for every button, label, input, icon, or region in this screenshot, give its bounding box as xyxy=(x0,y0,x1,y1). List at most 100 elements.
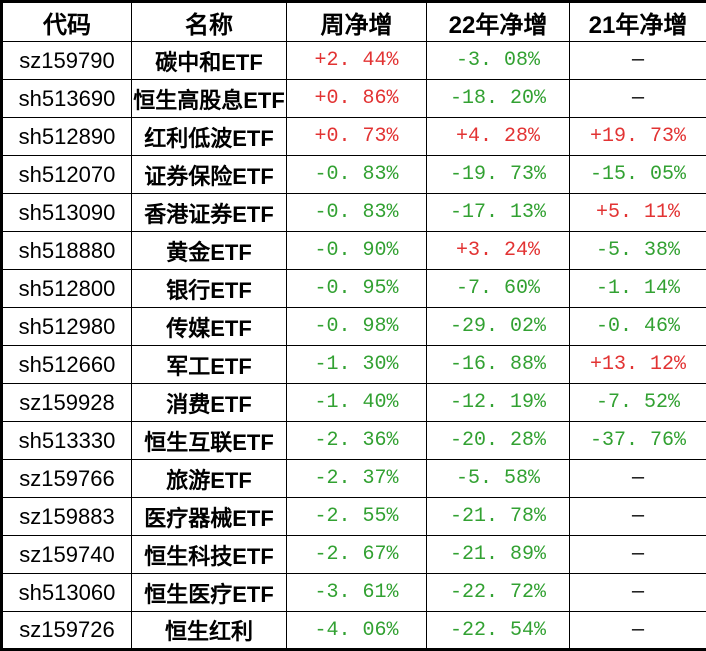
week-change-cell: -0. 90% xyxy=(287,232,427,270)
name-cell: 旅游ETF xyxy=(132,460,287,498)
2022-change-cell: -18. 20% xyxy=(427,80,570,118)
week-change-cell: -0. 95% xyxy=(287,270,427,308)
table-row: sh513330 恒生互联ETF -2. 36% -20. 28% -37. 7… xyxy=(2,422,706,460)
week-change-cell: -0. 83% xyxy=(287,156,427,194)
2021-change-cell: — xyxy=(570,574,706,612)
table-row: sh512890 红利低波ETF +0. 73% +4. 28% +19. 73… xyxy=(2,118,706,156)
2021-change-cell: — xyxy=(570,460,706,498)
name-cell: 黄金ETF xyxy=(132,232,287,270)
2021-change-cell: — xyxy=(570,536,706,574)
2022-change-cell: -21. 78% xyxy=(427,498,570,536)
2022-change-cell: -7. 60% xyxy=(427,270,570,308)
2022-change-cell: +4. 28% xyxy=(427,118,570,156)
2021-change-cell: — xyxy=(570,42,706,80)
table-row: sh512800 银行ETF -0. 95% -7. 60% -1. 14% xyxy=(2,270,706,308)
2022-change-cell: -5. 58% xyxy=(427,460,570,498)
2022-change-cell: -29. 02% xyxy=(427,308,570,346)
header-cell-code: 代码 xyxy=(2,2,132,42)
header-cell-2022-change: 22年净增 xyxy=(427,2,570,42)
2022-change-cell: -19. 73% xyxy=(427,156,570,194)
table-row: sh513090 香港证券ETF -0. 83% -17. 13% +5. 11… xyxy=(2,194,706,232)
name-cell: 恒生高股息ETF xyxy=(132,80,287,118)
table-row: sh518880 黄金ETF -0. 90% +3. 24% -5. 38% xyxy=(2,232,706,270)
2021-change-cell: -1. 14% xyxy=(570,270,706,308)
2022-change-cell: -22. 54% xyxy=(427,612,570,650)
table-row: sh512070 证券保险ETF -0. 83% -19. 73% -15. 0… xyxy=(2,156,706,194)
2022-change-cell: -21. 89% xyxy=(427,536,570,574)
week-change-cell: +2. 44% xyxy=(287,42,427,80)
name-cell: 消费ETF xyxy=(132,384,287,422)
name-cell: 恒生科技ETF xyxy=(132,536,287,574)
2021-change-cell: -7. 52% xyxy=(570,384,706,422)
header-cell-week-change: 周净增 xyxy=(287,2,427,42)
table-row: sz159790 碳中和ETF +2. 44% -3. 08% — xyxy=(2,42,706,80)
table-row: sz159883 医疗器械ETF -2. 55% -21. 78% — xyxy=(2,498,706,536)
code-cell: sz159928 xyxy=(2,384,132,422)
code-cell: sh512070 xyxy=(2,156,132,194)
code-cell: sh513090 xyxy=(2,194,132,232)
code-cell: sz159766 xyxy=(2,460,132,498)
code-cell: sz159726 xyxy=(2,612,132,650)
code-cell: sz159790 xyxy=(2,42,132,80)
name-cell: 香港证券ETF xyxy=(132,194,287,232)
2022-change-cell: -12. 19% xyxy=(427,384,570,422)
2022-change-cell: -20. 28% xyxy=(427,422,570,460)
2021-change-cell: +19. 73% xyxy=(570,118,706,156)
week-change-cell: -1. 30% xyxy=(287,346,427,384)
week-change-cell: +0. 73% xyxy=(287,118,427,156)
week-change-cell: -0. 98% xyxy=(287,308,427,346)
2021-change-cell: -15. 05% xyxy=(570,156,706,194)
table-header: 代码 名称 周净增 22年净增 21年净增 xyxy=(2,2,706,42)
table-row: sz159766 旅游ETF -2. 37% -5. 58% — xyxy=(2,460,706,498)
table-row: sz159740 恒生科技ETF -2. 67% -21. 89% — xyxy=(2,536,706,574)
2021-change-cell: +13. 12% xyxy=(570,346,706,384)
2021-change-cell: -5. 38% xyxy=(570,232,706,270)
table-row: sh513690 恒生高股息ETF +0. 86% -18. 20% — xyxy=(2,80,706,118)
name-cell: 碳中和ETF xyxy=(132,42,287,80)
week-change-cell: -4. 06% xyxy=(287,612,427,650)
name-cell: 军工ETF xyxy=(132,346,287,384)
table-body: sz159790 碳中和ETF +2. 44% -3. 08% — sh5136… xyxy=(2,42,706,650)
2021-change-cell: -37. 76% xyxy=(570,422,706,460)
2021-change-cell: — xyxy=(570,80,706,118)
name-cell: 红利低波ETF xyxy=(132,118,287,156)
code-cell: sh512890 xyxy=(2,118,132,156)
name-cell: 医疗器械ETF xyxy=(132,498,287,536)
name-cell: 恒生互联ETF xyxy=(132,422,287,460)
code-cell: sh513060 xyxy=(2,574,132,612)
week-change-cell: -3. 61% xyxy=(287,574,427,612)
code-cell: sh512980 xyxy=(2,308,132,346)
week-change-cell: -2. 36% xyxy=(287,422,427,460)
week-change-cell: -2. 67% xyxy=(287,536,427,574)
header-row: 代码 名称 周净增 22年净增 21年净增 xyxy=(2,2,706,42)
name-cell: 恒生红利 xyxy=(132,612,287,650)
table-row: sh513060 恒生医疗ETF -3. 61% -22. 72% — xyxy=(2,574,706,612)
week-change-cell: +0. 86% xyxy=(287,80,427,118)
2022-change-cell: -3. 08% xyxy=(427,42,570,80)
2022-change-cell: -17. 13% xyxy=(427,194,570,232)
table-row: sz159726 恒生红利 -4. 06% -22. 54% — xyxy=(2,612,706,650)
code-cell: sz159740 xyxy=(2,536,132,574)
2022-change-cell: -22. 72% xyxy=(427,574,570,612)
2021-change-cell: — xyxy=(570,612,706,650)
2021-change-cell: +5. 11% xyxy=(570,194,706,232)
2022-change-cell: -16. 88% xyxy=(427,346,570,384)
code-cell: sh513330 xyxy=(2,422,132,460)
name-cell: 银行ETF xyxy=(132,270,287,308)
week-change-cell: -0. 83% xyxy=(287,194,427,232)
header-cell-2021-change: 21年净增 xyxy=(570,2,706,42)
name-cell: 证券保险ETF xyxy=(132,156,287,194)
2021-change-cell: -0. 46% xyxy=(570,308,706,346)
code-cell: sz159883 xyxy=(2,498,132,536)
2021-change-cell: — xyxy=(570,498,706,536)
table-row: sh512660 军工ETF -1. 30% -16. 88% +13. 12% xyxy=(2,346,706,384)
week-change-cell: -1. 40% xyxy=(287,384,427,422)
code-cell: sh518880 xyxy=(2,232,132,270)
code-cell: sh512660 xyxy=(2,346,132,384)
code-cell: sh513690 xyxy=(2,80,132,118)
name-cell: 恒生医疗ETF xyxy=(132,574,287,612)
table-row: sz159928 消费ETF -1. 40% -12. 19% -7. 52% xyxy=(2,384,706,422)
table-row: sh512980 传媒ETF -0. 98% -29. 02% -0. 46% xyxy=(2,308,706,346)
name-cell: 传媒ETF xyxy=(132,308,287,346)
